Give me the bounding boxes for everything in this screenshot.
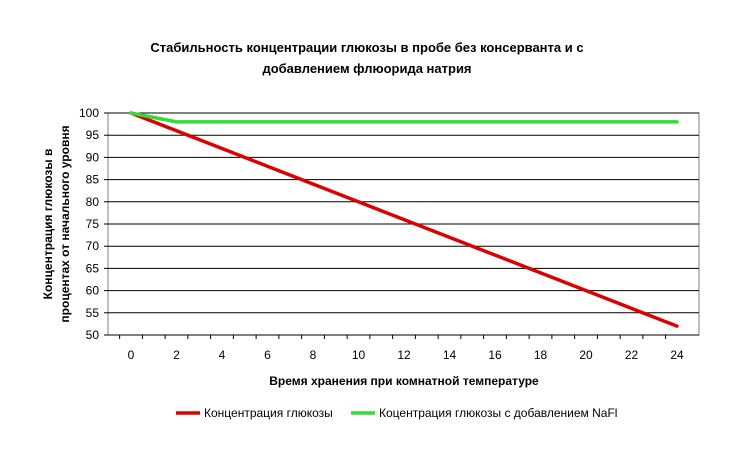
y-tick-label: 90 xyxy=(86,150,100,164)
y-tick-label: 70 xyxy=(86,239,100,253)
y-tick-label: 85 xyxy=(86,173,100,187)
x-tick-label: 12 xyxy=(397,348,411,362)
chart-title-line1: Стабильность концентрации глюкозы в проб… xyxy=(150,40,583,55)
x-tick-label: 8 xyxy=(310,348,317,362)
y-axis-label: Концентрация глюкозы в процентах от нача… xyxy=(41,125,72,322)
chart-title-line2: добавлением флюорида натрия xyxy=(262,61,471,76)
y-tick-label: 80 xyxy=(86,195,100,209)
y-axis-label-line2: процентах от начального уровня xyxy=(58,125,72,322)
x-tick-label: 4 xyxy=(219,348,226,362)
x-tick-label: 14 xyxy=(443,348,457,362)
grid xyxy=(108,112,699,336)
series-line-1 xyxy=(129,111,679,328)
y-tick-label: 65 xyxy=(86,261,100,275)
x-tick-label: 18 xyxy=(534,348,548,362)
y-tick-label: 95 xyxy=(86,128,100,142)
x-tick-label: 2 xyxy=(173,348,180,362)
y-axis-ticks: 50 55 60 65 70 75 80 85 90 95 100 xyxy=(79,106,108,342)
x-tick-label: 22 xyxy=(625,348,639,362)
y-tick-label: 100 xyxy=(79,106,99,120)
x-tick-label: 20 xyxy=(579,348,593,362)
x-tick-label: 24 xyxy=(670,348,684,362)
legend-label-series-2: Коцентрация глюкозы с добавлением NaFl xyxy=(379,406,617,420)
legend: Концентрация глюкозы Коцентрация глюкозы… xyxy=(176,406,617,420)
x-tick-label: 10 xyxy=(352,348,366,362)
y-tick-label: 50 xyxy=(86,328,100,342)
x-tick-label: 6 xyxy=(264,348,271,362)
x-tick-label: 16 xyxy=(488,348,502,362)
series-line-2 xyxy=(129,111,679,124)
y-tick-label: 75 xyxy=(86,217,100,231)
y-axis-label-line1: Концентрация глюкозы в xyxy=(41,149,55,300)
x-axis-ticks: 0 2 4 6 8 10 12 14 16 18 20 22 24 xyxy=(119,335,684,362)
y-tick-label: 55 xyxy=(86,306,100,320)
y-tick-label: 60 xyxy=(86,284,100,298)
x-tick-label: 0 xyxy=(128,348,135,362)
legend-label-series-1: Концентрация глюкозы xyxy=(204,406,333,420)
x-axis-label: Время хранения при комнатной температуре xyxy=(269,374,539,388)
series xyxy=(129,111,679,328)
